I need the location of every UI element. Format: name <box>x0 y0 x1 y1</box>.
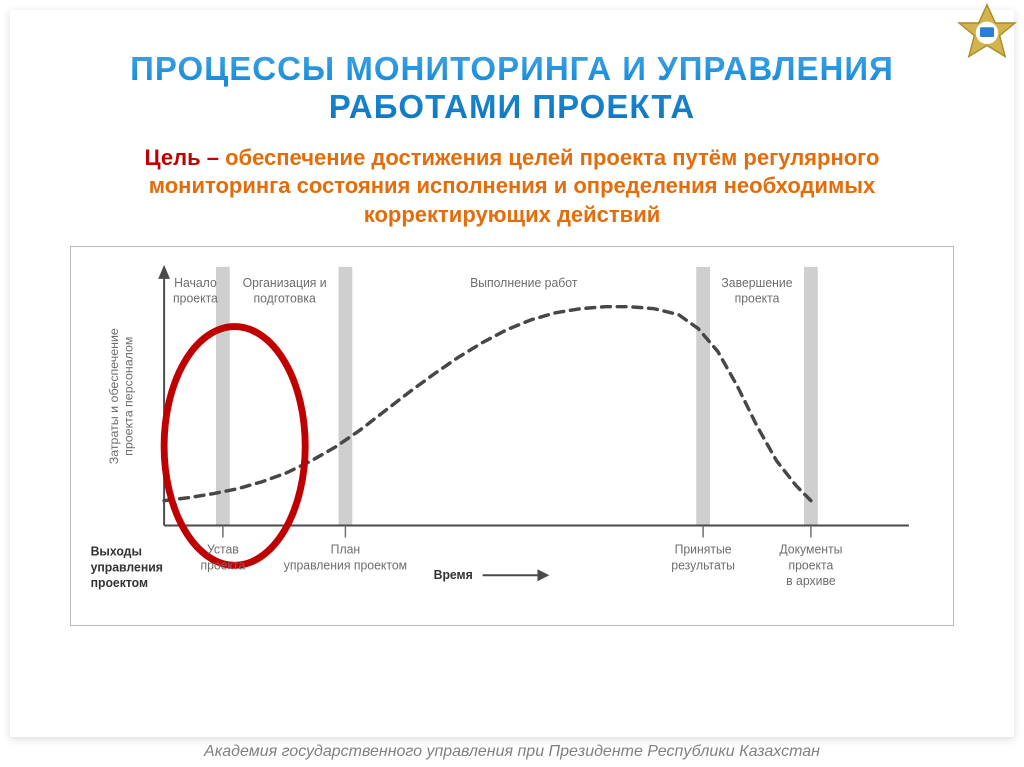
svg-text:Выполнение работ: Выполнение работ <box>470 275 578 289</box>
svg-text:проекта: проекта <box>173 291 218 305</box>
output-labels: Устав проекта План управления проектом Приня… <box>200 525 842 588</box>
svg-text:План: План <box>331 542 360 556</box>
svg-text:управления: управления <box>91 560 163 574</box>
highlight-ellipse <box>164 326 305 565</box>
svg-text:Организация и: Организация и <box>243 275 327 289</box>
svg-text:Затраты и обеспечениепроекта п: Затраты и обеспечениепроекта персоналом <box>107 328 136 464</box>
title-line-2: РАБОТАМИ ПРОЕКТА <box>329 88 695 125</box>
svg-text:в архиве: в архиве <box>786 574 836 588</box>
svg-text:Устав: Устав <box>207 542 239 556</box>
slide-frame: ПРОЦЕССЫ МОНИТОРИНГА И УПРАВЛЕНИЯ РАБОТА… <box>10 10 1014 737</box>
lifecycle-chart: Начало проекта Организация и подготовка Выпо… <box>71 247 953 625</box>
goal-paragraph: Цель – обеспечение достижения целей прое… <box>10 136 1014 242</box>
corner-badge-icon <box>952 2 1022 72</box>
svg-text:Принятые: Принятые <box>675 542 732 556</box>
svg-text:Выходы: Выходы <box>91 544 142 558</box>
svg-text:подготовка: подготовка <box>254 291 316 305</box>
title-line-1: ПРОЦЕССЫ МОНИТОРИНГА И УПРАВЛЕНИЯ <box>130 50 894 87</box>
svg-text:проекта: проекта <box>788 558 833 572</box>
svg-text:управления проектом: управления проектом <box>284 558 407 572</box>
svg-text:Завершение: Завершение <box>721 275 792 289</box>
goal-label: Цель – <box>145 145 226 170</box>
x-axis-label-g: Время <box>434 568 473 582</box>
svg-text:проекта: проекта <box>200 558 245 572</box>
footer-text: Академия государственного управления при… <box>0 743 1024 761</box>
svg-text:проектом: проектом <box>91 576 148 590</box>
svg-text:проекта: проекта <box>735 291 780 305</box>
svg-text:Время: Время <box>434 568 473 582</box>
axes <box>158 265 909 581</box>
goal-text: обеспечение достижения целей проекта пут… <box>149 145 880 227</box>
svg-text:Начало: Начало <box>174 275 217 289</box>
svg-text:Документы: Документы <box>779 542 842 556</box>
y-axis-label: Затраты и обеспечениепроекта персоналом <box>107 328 136 464</box>
svg-text:результаты: результаты <box>671 558 735 572</box>
slide-title: ПРОЦЕССЫ МОНИТОРИНГА И УПРАВЛЕНИЯ РАБОТА… <box>10 10 1014 136</box>
outputs-heading: Выходы управления проектом <box>91 544 163 590</box>
chart-container: Начало проекта Организация и подготовка Выпо… <box>70 246 954 626</box>
